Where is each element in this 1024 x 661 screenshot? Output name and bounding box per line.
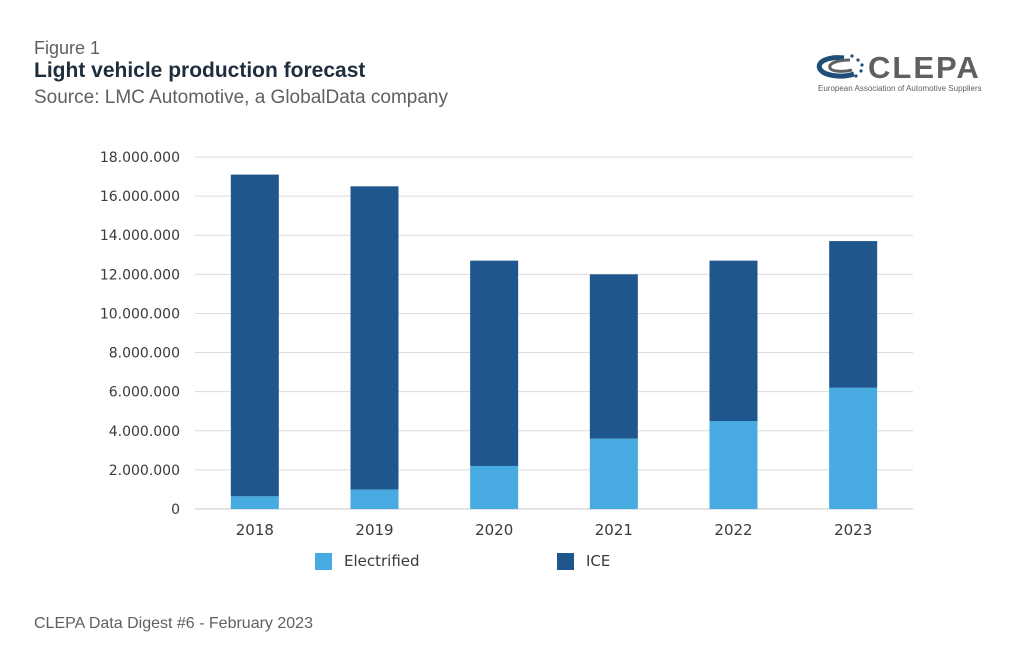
y-axis-ticks: 0 2.000.000 4.000.000 6.000.000 8.000.000 10.…	[100, 150, 180, 518]
footer-note: CLEPA Data Digest #6 - February 2023	[34, 615, 313, 632]
bar-electrified-2021	[589, 438, 638, 509]
y-tick-label: 8.000.000	[109, 346, 180, 362]
bar-ice-2019	[350, 186, 399, 490]
logo-subtitle: European Association of Automotive Suppl…	[818, 84, 982, 93]
logo-wordmark: CLEPA	[868, 50, 981, 85]
legend-item-electrified: Electrified	[315, 552, 420, 570]
x-axis-ticks: 2018 2019 2020 2021 2022 2023	[236, 521, 873, 539]
bar-ice-2022	[709, 260, 758, 421]
clepa-logo-icon	[816, 54, 864, 79]
y-tick-label: 14.000.000	[100, 228, 180, 244]
x-tick-label: 2019	[355, 521, 393, 539]
x-tick-label: 2018	[236, 521, 274, 539]
bar-ice-2021	[589, 274, 638, 439]
x-tick-label: 2021	[595, 521, 633, 539]
y-tick-label: 12.000.000	[100, 267, 180, 283]
grid-lines	[195, 156, 913, 510]
x-tick-label: 2022	[714, 521, 752, 539]
y-tick-label: 18.000.000	[100, 150, 180, 166]
source-note: Source: LMC Automotive, a GlobalData com…	[34, 87, 448, 108]
y-tick-label: 0	[171, 502, 180, 518]
clepa-logo: CLEPA European Association of Automotive…	[814, 50, 992, 100]
bar-electrified-2019	[350, 489, 399, 509]
y-tick-label: 16.000.000	[100, 189, 180, 205]
x-tick-label: 2020	[475, 521, 513, 539]
bar-ice-2020	[470, 260, 519, 466]
bar-electrified-2020	[470, 465, 519, 509]
legend-label-electrified: Electrified	[344, 552, 420, 570]
bars	[230, 174, 878, 509]
bar-electrified-2023	[829, 387, 878, 509]
bar-electrified-2018	[230, 496, 279, 509]
y-tick-label: 10.000.000	[100, 306, 180, 322]
chart-title: Light vehicle production forecast	[34, 59, 366, 82]
legend-label-ice: ICE	[586, 552, 611, 570]
legend-swatch-electrified	[315, 552, 332, 570]
y-tick-label: 6.000.000	[109, 385, 180, 401]
x-tick-label: 2023	[834, 521, 872, 539]
bar-ice-2023	[829, 241, 878, 388]
bar-ice-2018	[230, 174, 279, 497]
bar-electrified-2022	[709, 421, 758, 509]
y-tick-label: 2.000.000	[109, 463, 180, 479]
legend-swatch-ice	[557, 552, 574, 570]
figure-label: Figure 1	[34, 38, 101, 58]
y-tick-label: 4.000.000	[109, 424, 180, 440]
legend-item-ice: ICE	[557, 552, 610, 570]
